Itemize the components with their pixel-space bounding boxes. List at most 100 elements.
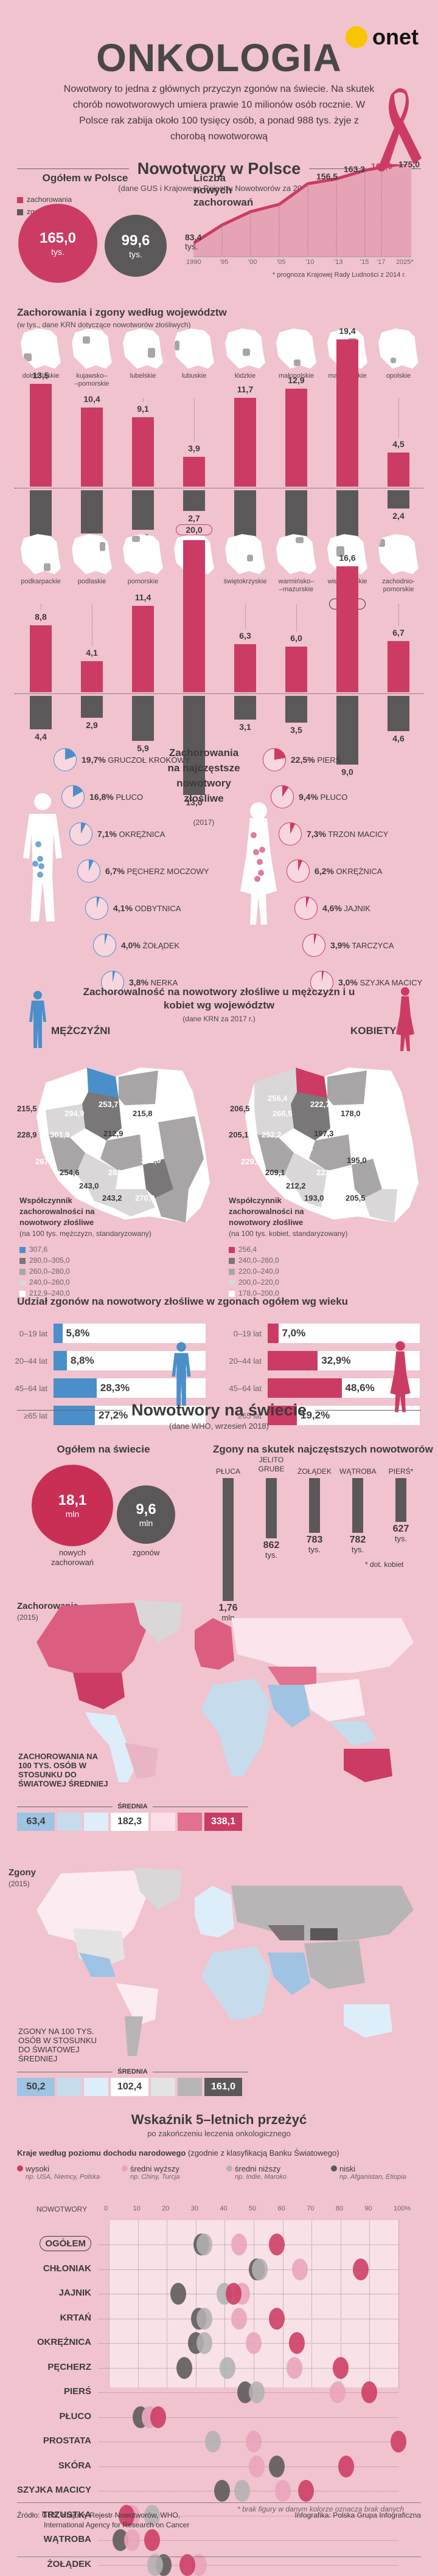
incidence-map-year: (2015) [17,1613,38,1622]
region-value: 197,3 [314,1129,334,1138]
cancer-item: 7,3% TRZON MACICY [279,822,388,845]
bar-track: 7,0% [268,1324,420,1343]
pie-icon [271,785,294,808]
incidence-scale: ŚREDNIA 63,4 182,3 338,1 [17,1803,249,1831]
survival-legend-title: Kraje według poziomu dochodu narodowego … [17,2148,339,2158]
age-label: 0–19 lat [233,1328,262,1338]
scale-swatch: 50,2 [17,2078,55,2096]
incidence-value: 13,5 [32,370,49,381]
voivodeships-title: Zachorowania i zgony według województw [17,307,227,318]
section-title: Nowotwory w Polsce [137,159,301,178]
survival-dot [231,2234,248,2255]
poland-region-map [72,328,112,369]
pie-icon [77,859,100,883]
poland-region-map [72,534,112,574]
region-value: 253,7 [99,1100,119,1109]
women-poland-map [242,1068,419,1223]
survival-dot [205,2431,221,2453]
scale-swatch: 63,4 [17,1813,55,1831]
incidence-bar [30,384,52,487]
deaths-map-year: (2015) [9,1880,30,1888]
incidence-value: 10,4 [83,394,100,404]
age-bar-row: 20–44 lat 32,9% [225,1351,420,1370]
incidence-value: 16,6 [339,552,356,563]
cancer-item: 9,4% PŁUCO [271,785,347,808]
cancer-item: 4,6% JAJNIK [294,897,370,920]
deaths-map-legend-title: ZGONY NA 100 TYS. OSÓB W STOSUNKU DO ŚWI… [18,2027,97,2063]
cancer-label: 3,0% SZYJKA MACICY [338,977,423,987]
world-incidence-map [36,1600,414,1782]
cancer-label: 4,6% JAJNIK [322,903,370,913]
voivodeship-row-2: podkarpackie 8,8 4,4 podlaskie 4,1 2,9 pomorsk… [15,524,423,807]
voivodeship-name: dolnośląskie [22,372,60,380]
incidence-bar [285,388,307,487]
region-value: 178,0 [341,1109,361,1118]
age-bar-row: ≥65 lat 19,2% [225,1406,420,1425]
region-value: 243,2 [102,1193,122,1203]
onet-logo[interactable]: onet [346,24,419,50]
men-map-label: MĘŻCZYŹNI [51,1025,111,1036]
x-tick: 80 [335,2205,344,2212]
deaths-by-cancer-footnote: * dot. kobiet [365,1560,404,1569]
deaths-value: 627 tys. [392,1523,409,1543]
survival-dot [353,2258,369,2280]
incidence-bar [30,625,52,692]
age-label: 20–44 lat [229,1356,262,1366]
trend-footnote: * prognoza Krajowej Rady Ludności z 2014… [273,271,406,279]
region-value: 195,0 [347,1156,367,1165]
region-value: 205,1 [229,1130,249,1139]
x-tick: 50 [249,2205,257,2212]
survival-dot [246,2332,262,2354]
scale-swatch [151,1813,175,1831]
scale-swatch [84,1813,108,1831]
cancer-row-label: WĄTROBA [43,2534,91,2544]
pie-icon [287,859,310,883]
pie-icon [294,897,318,920]
scale-swatch [178,1813,202,1831]
cancer-row-label: TRZUSTKA [42,2509,91,2520]
cancer-row-label: PROSTATA [43,2435,91,2446]
survival-dot [269,2455,285,2477]
woman-pink-icon [390,1341,411,1412]
survival-subtitle: po zakończeniu leczenia onkologicznego [147,2129,291,2138]
bar-value: 28,3% [100,1382,130,1394]
incidence-maps-subtitle: (dane KRN za 2017 r.) [182,1015,255,1023]
source-text-2: International Agency for Research on Can… [44,2521,190,2529]
survival-dot [196,2307,213,2330]
women-map-legend: Współczynnik zachorowalności na nowotwor… [229,1195,411,1299]
region-value: 238,4 [293,1144,313,1153]
age-bar-row: 0–19 lat 7,0% [225,1324,420,1343]
voivodeship-item: pomorskie [117,534,169,595]
deaths-bar [132,696,154,741]
survival-dot [170,2283,187,2305]
survival-dot [274,2480,291,2502]
incidence-bar [234,644,256,692]
woman-silhouette-icon [240,802,277,925]
region-value: 228,9 [17,1130,37,1139]
incidence-value: 6,7 [392,628,405,638]
survival-dot [234,2480,250,2502]
leader-line [245,604,246,630]
region-value: 270,0 [135,1193,155,1203]
deaths-bar [183,696,205,795]
voivodeship-item: lubuskie [168,328,220,389]
deaths-scale: ŚREDNIA 50,2 102,4 161,0 [17,2068,249,2096]
age-label: 20–44 lat [15,1356,48,1366]
survival-dot [297,2480,314,2502]
cancer-label: 19,7% GRUCZOŁ KROKOWY [82,755,190,765]
region-value: 301,9 [50,1130,70,1139]
x-tick: 30 [190,2205,199,2212]
cancer-label: 3,8% NERKA [129,977,178,987]
region-value: 243,0 [79,1181,99,1190]
deaths-value: 2,4 [392,511,405,521]
region-value: 266,5 [273,1109,293,1118]
age-bar-row: ≥65 lat 27,2% [11,1406,206,1425]
incidence-value: 11,7 [237,384,254,394]
deaths-map-title: Zgony [9,1867,36,1878]
survival-dot [391,2431,406,2453]
voivodeship-name: kujawsko– –pomorskie [74,372,109,387]
cancer-item: 6,7% PĘCHERZ MOCZOWY [77,859,209,883]
region-value: 252,2 [262,1130,282,1139]
row-line [99,2564,398,2566]
deaths-value: 3,5 [290,724,302,735]
